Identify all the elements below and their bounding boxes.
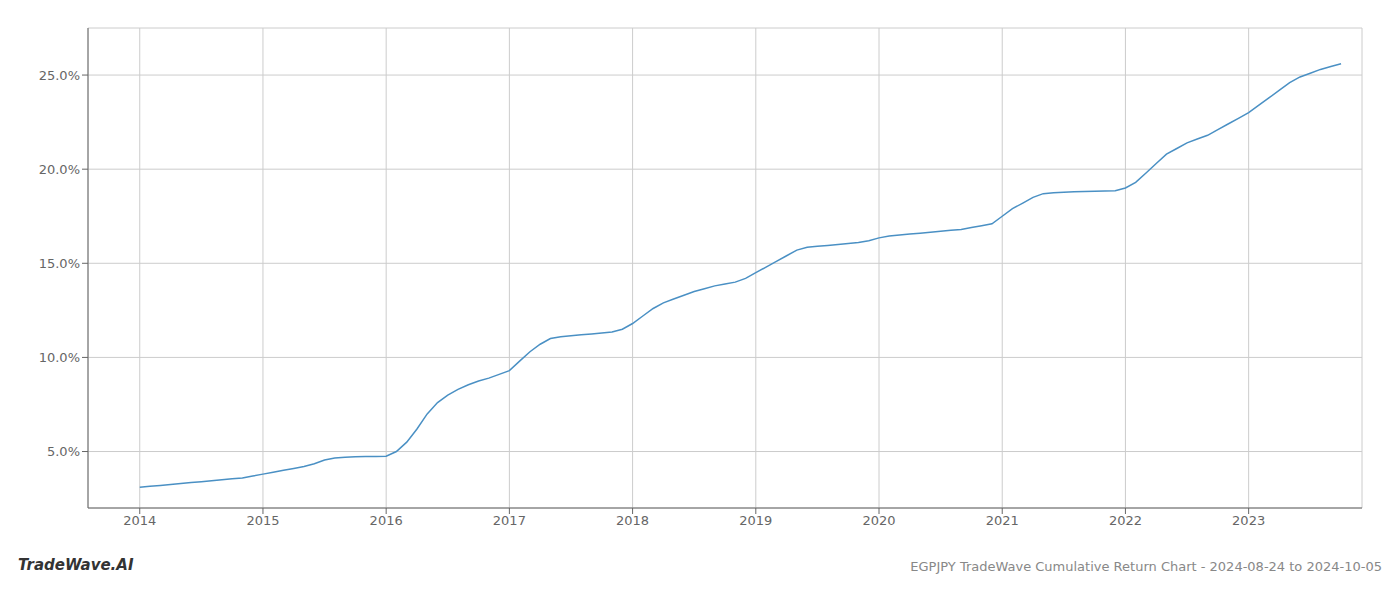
svg-text:10.0%: 10.0% xyxy=(39,350,80,365)
svg-text:2017: 2017 xyxy=(493,513,526,528)
html-text:TradeWave.AI: TradeWave.AI xyxy=(18,556,134,574)
svg-text:2016: 2016 xyxy=(370,513,403,528)
svg-text:15.0%: 15.0% xyxy=(39,256,80,271)
svg-text:2014: 2014 xyxy=(123,513,156,528)
svg-text:2020: 2020 xyxy=(862,513,895,528)
svg-text:2023: 2023 xyxy=(1232,513,1265,528)
svg-text:2015: 2015 xyxy=(246,513,279,528)
svg-text:20.0%: 20.0% xyxy=(39,162,80,177)
svg-text:2021: 2021 xyxy=(986,513,1019,528)
svg-text:2022: 2022 xyxy=(1109,513,1142,528)
html-text:EGPJPY TradeWave Cumulative Re: EGPJPY TradeWave Cumulative Return Chart… xyxy=(910,559,1382,574)
svg-text:2018: 2018 xyxy=(616,513,649,528)
svg-text:5.0%: 5.0% xyxy=(47,444,80,459)
svg-text:2019: 2019 xyxy=(739,513,772,528)
svg-text:25.0%: 25.0% xyxy=(39,68,80,83)
